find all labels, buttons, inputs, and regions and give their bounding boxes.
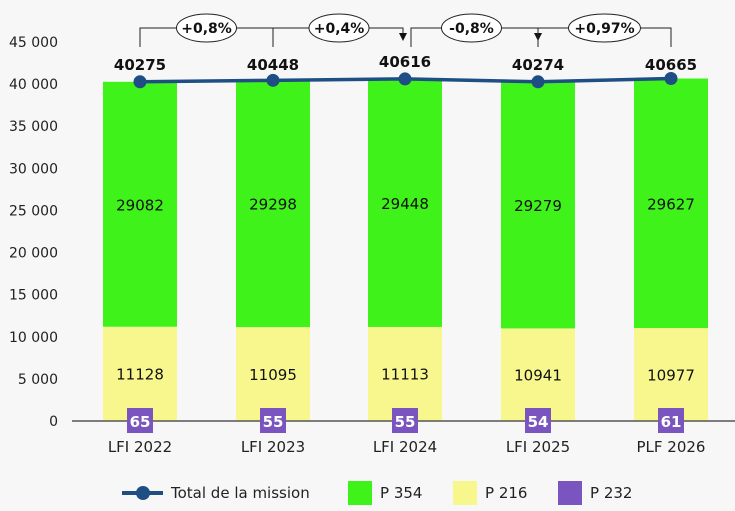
legend-swatch <box>558 481 582 505</box>
change-bubble <box>308 13 370 43</box>
total-point <box>266 73 280 87</box>
bar-p354 <box>368 78 442 327</box>
data-label: 29298 <box>249 196 297 214</box>
y-tick-label: 45 000 <box>9 35 58 51</box>
change-bubble <box>441 13 502 43</box>
bar-p354 <box>103 81 177 327</box>
bar-p354 <box>634 78 708 329</box>
bar-p232 <box>525 408 551 433</box>
data-label: 29279 <box>514 197 562 215</box>
change-label: +0,8% <box>181 21 232 37</box>
data-label: 11128 <box>116 366 164 384</box>
y-tick-label: 25 000 <box>9 203 58 219</box>
change-bubble <box>568 13 641 43</box>
data-label: 10941 <box>514 366 562 384</box>
y-tick-label: 35 000 <box>9 119 58 135</box>
change-bubble <box>176 13 237 43</box>
y-tick-label: 20 000 <box>9 246 58 262</box>
data-label: 61 <box>661 413 682 431</box>
x-tick-label: LFI 2022 <box>108 438 172 456</box>
y-tick-label: 0 <box>49 414 58 430</box>
total-label: 40275 <box>114 56 166 74</box>
bar-p216 <box>103 326 177 421</box>
data-label: 54 <box>528 413 549 431</box>
bar-p216 <box>236 327 310 421</box>
legend-label: P 354 <box>380 484 422 502</box>
total-point <box>398 72 412 86</box>
y-tick-label: 30 000 <box>9 161 58 177</box>
x-tick-label: LFI 2025 <box>506 438 570 456</box>
x-tick-label: LFI 2023 <box>241 438 305 456</box>
data-label: 29082 <box>116 196 164 214</box>
bar-p216 <box>368 326 442 421</box>
total-point <box>664 72 678 86</box>
legend-label: P 232 <box>590 484 632 502</box>
data-label: 11113 <box>381 366 429 384</box>
legend-label: P 216 <box>485 484 527 502</box>
y-tick-label: 40 000 <box>9 77 58 93</box>
data-label: 11095 <box>249 366 297 384</box>
bar-p232 <box>260 408 286 433</box>
data-label: 55 <box>395 413 416 431</box>
total-label: 40616 <box>379 53 431 71</box>
data-label: 55 <box>263 413 284 431</box>
y-tick-label: 5 000 <box>18 372 58 388</box>
bar-p354 <box>501 81 575 329</box>
y-tick-label: 10 000 <box>9 330 58 346</box>
y-tick-label: 15 000 <box>9 288 58 304</box>
total-label: 40274 <box>512 56 564 74</box>
bar-p232 <box>658 408 684 433</box>
bar-p232 <box>127 408 153 433</box>
total-point <box>133 75 147 89</box>
legend-label: Total de la mission <box>170 484 310 502</box>
total-label: 40665 <box>645 56 697 74</box>
bar-p354 <box>236 80 310 328</box>
legend-swatch <box>453 481 477 505</box>
bar-p232 <box>392 408 418 433</box>
x-tick-label: PLF 2026 <box>637 438 706 456</box>
change-label: +0,4% <box>314 21 365 37</box>
change-label: +0,97% <box>574 21 634 37</box>
x-tick-label: LFI 2024 <box>373 438 437 456</box>
data-label: 10977 <box>647 366 695 384</box>
total-label: 40448 <box>247 56 299 74</box>
data-label: 29448 <box>381 195 429 213</box>
bar-p216 <box>501 328 575 421</box>
bar-p216 <box>634 328 708 421</box>
data-label: 65 <box>130 413 151 431</box>
data-label: 29627 <box>647 195 695 213</box>
legend-swatch <box>348 481 372 505</box>
change-label: -0,8% <box>449 21 494 37</box>
total-point <box>531 75 545 89</box>
legend-point-icon <box>136 486 150 500</box>
